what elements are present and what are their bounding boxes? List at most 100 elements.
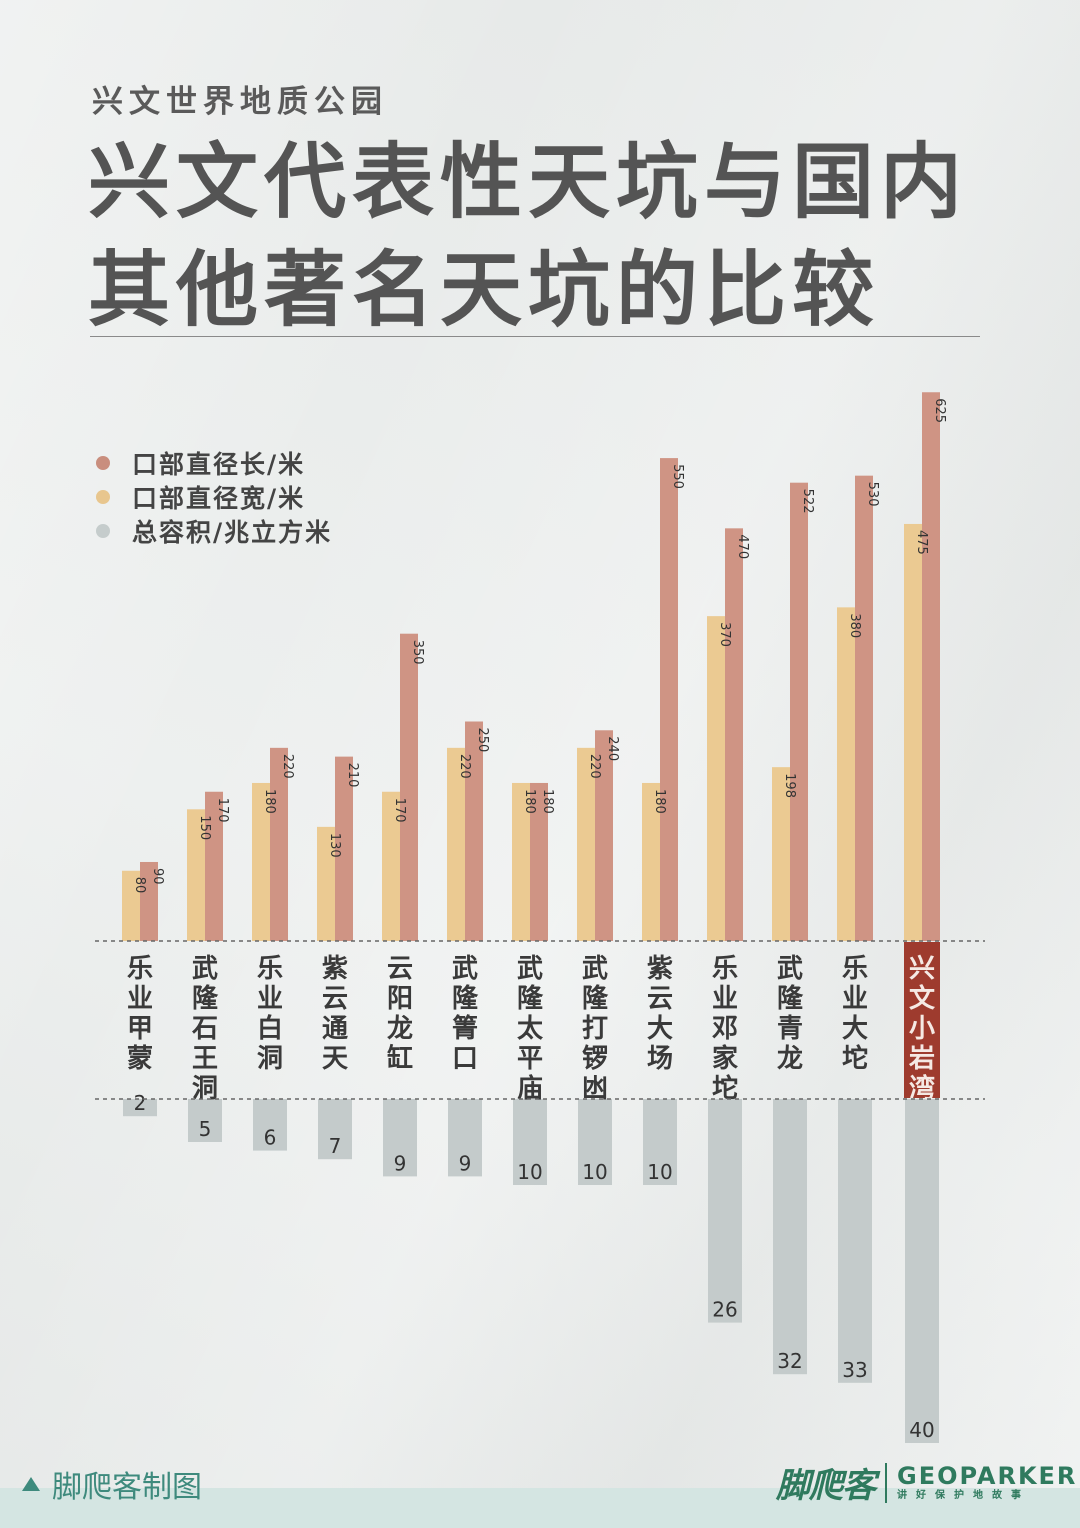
legend-item-length: 口部直径长/米 <box>96 446 332 480</box>
category-label-0-char-0: 乐 <box>127 954 153 984</box>
label-width-5: 220 <box>457 754 472 779</box>
category-label-7-char-3: 锣 <box>582 1044 608 1074</box>
label-width-10: 198 <box>782 773 797 798</box>
brand-tagline: 讲好保护地故事 <box>897 1489 1030 1501</box>
bar-length-2 <box>270 747 288 941</box>
category-label-3-char-0: 紫 <box>322 954 348 984</box>
category-label-6-char-1: 隆 <box>517 984 544 1014</box>
category-label-9-char-3: 家 <box>712 1043 738 1074</box>
category-label-5-char-1: 隆 <box>452 984 479 1014</box>
label-volume-12: 40 <box>909 1418 934 1442</box>
bar-volume-4 <box>383 1099 417 1177</box>
label-volume-2: 6 <box>264 1126 277 1150</box>
bar-length-0 <box>140 861 158 941</box>
category-label-4-char-3: 缸 <box>387 1043 413 1074</box>
bar-width-9 <box>707 616 725 941</box>
label-length-1: 170 <box>215 798 230 823</box>
bar-volume-3 <box>318 1099 352 1160</box>
category-label-10-char-1: 隆 <box>777 984 804 1014</box>
label-width-6: 180 <box>522 789 537 814</box>
brand-logo: 脚爬客 GEOPARKER 讲好保护地故事 <box>776 1458 1077 1507</box>
bar-length-12 <box>922 392 940 941</box>
category-label-2-char-0: 乐 <box>257 954 283 984</box>
bar-volume-5 <box>448 1099 482 1177</box>
bar-length-7 <box>595 730 613 941</box>
label-width-8: 180 <box>652 789 667 814</box>
category-label-1-char-0: 武 <box>192 954 218 984</box>
category-label-12-char-1: 文 <box>909 983 936 1014</box>
category-label-12-char-2: 小 <box>909 1014 935 1044</box>
bar-volume-1 <box>188 1099 222 1142</box>
label-volume-3: 7 <box>329 1134 342 1158</box>
category-label-3-char-3: 天 <box>322 1044 348 1074</box>
category-label-8-char-1: 云 <box>647 984 673 1014</box>
label-length-7: 240 <box>605 736 620 761</box>
brand-script-logo: 脚爬客 <box>776 1466 876 1506</box>
label-length-11: 530 <box>865 482 880 507</box>
category-label-5-char-0: 武 <box>452 954 478 984</box>
footer-band <box>0 1488 1080 1528</box>
label-length-3: 210 <box>345 763 360 788</box>
label-volume-11: 33 <box>842 1358 867 1382</box>
bar-width-7 <box>577 747 595 941</box>
label-width-9: 370 <box>717 622 732 647</box>
category-label-8-char-2: 大 <box>647 1014 673 1044</box>
category-label-8-char-0: 紫 <box>647 954 673 984</box>
category-label-1-char-3: 王 <box>192 1044 218 1074</box>
bar-length-9 <box>725 528 743 941</box>
bar-length-11 <box>855 475 873 941</box>
label-length-4: 350 <box>410 640 425 665</box>
category-label-9-char-0: 乐 <box>712 954 738 984</box>
label-volume-10: 32 <box>777 1349 802 1373</box>
label-length-5: 250 <box>475 728 490 753</box>
label-width-2: 180 <box>262 789 277 814</box>
bar-volume-11 <box>838 1099 872 1383</box>
category-label-1-char-1: 隆 <box>192 984 219 1014</box>
category-label-7-char-1: 隆 <box>582 984 609 1014</box>
label-width-11: 380 <box>847 613 862 638</box>
bar-width-8 <box>642 782 660 941</box>
bar-volume-12 <box>905 1099 939 1443</box>
category-label-7-char-2: 打 <box>582 1014 608 1044</box>
label-volume-5: 9 <box>459 1151 472 1175</box>
category-label-2-char-1: 业 <box>257 984 283 1014</box>
category-label-11-char-1: 业 <box>842 984 868 1014</box>
bar-width-5 <box>447 747 465 941</box>
bar-volume-0 <box>123 1099 157 1117</box>
category-label-9-char-4: 坨 <box>712 1073 738 1104</box>
subtitle: 兴文世界地质公园 <box>92 84 388 120</box>
brand-credit: 脚爬客制图 <box>22 1462 202 1506</box>
category-label-2-char-3: 洞 <box>257 1044 283 1074</box>
bar-length-10 <box>790 482 808 941</box>
legend: 口部直径长/米 口部直径宽/米 总容积/兆立方米 <box>96 446 332 548</box>
legend-label-width: 口部直径宽/米 <box>132 484 306 513</box>
brand-name: GEOPARKER <box>897 1461 1078 1490</box>
category-label-8-char-3: 场 <box>647 1044 673 1074</box>
label-volume-6: 10 <box>517 1160 542 1184</box>
category-label-10-char-0: 武 <box>777 954 803 984</box>
category-label-11-char-2: 大 <box>842 1014 868 1044</box>
title-divider <box>90 336 980 337</box>
category-label-4-char-1: 阳 <box>387 984 413 1014</box>
legend-dot-volume <box>96 524 110 538</box>
category-label-5-char-3: 口 <box>452 1044 478 1074</box>
brand-credit-text: 脚爬客制图 <box>52 1470 202 1505</box>
label-width-7: 220 <box>587 754 602 779</box>
legend-item-width: 口部直径宽/米 <box>96 480 332 514</box>
bar-volume-8 <box>643 1099 677 1185</box>
label-length-2: 220 <box>280 754 295 779</box>
bar-volume-9 <box>708 1099 742 1323</box>
bar-length-8 <box>660 458 678 941</box>
category-label-0-char-2: 甲 <box>127 1014 153 1044</box>
bar-width-3 <box>317 826 335 941</box>
label-width-3: 130 <box>327 833 342 858</box>
label-length-10: 522 <box>800 489 815 514</box>
bar-width-0 <box>122 870 140 941</box>
bar-volume-6 <box>513 1099 547 1185</box>
category-label-7-char-0: 武 <box>582 954 608 984</box>
category-label-3-char-1: 云 <box>322 984 348 1014</box>
label-width-4: 170 <box>392 798 407 823</box>
bar-width-2 <box>252 782 270 941</box>
